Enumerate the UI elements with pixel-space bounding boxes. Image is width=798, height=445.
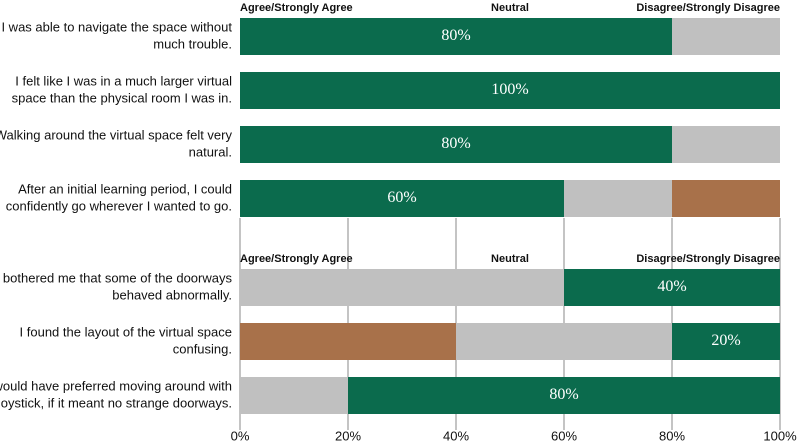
legend-entry: Agree/Strongly Agree xyxy=(240,253,353,265)
category-label: I would have preferred moving around wit… xyxy=(0,378,232,393)
bar-segment xyxy=(348,377,780,414)
category-label: It bothered me that some of the doorways xyxy=(0,270,232,285)
bar-segment xyxy=(564,180,672,217)
category-label: I felt like I was in a much larger virtu… xyxy=(15,73,232,88)
bar-segment xyxy=(564,269,780,306)
data-label: 100% xyxy=(491,81,528,98)
category-label: behaved abnormally. xyxy=(112,287,232,302)
x-tick-label: 0% xyxy=(231,428,250,443)
bar-segment xyxy=(672,323,780,360)
bar-segment xyxy=(240,323,456,360)
bar-segment xyxy=(672,180,780,217)
x-tick-label: 40% xyxy=(443,428,469,443)
bar-segment xyxy=(672,18,780,55)
category-label: natural. xyxy=(189,144,232,159)
legend-entry: Agree/Strongly Agree xyxy=(240,2,353,14)
legend-entry: Disagree/Strongly Disagree xyxy=(636,253,780,265)
category-label: confidently go wherever I wanted to go. xyxy=(6,198,232,213)
category-label: After an initial learning period, I coul… xyxy=(18,181,232,196)
x-tick-label: 60% xyxy=(551,428,577,443)
x-tick-label: 100% xyxy=(763,428,797,443)
x-tick-label: 20% xyxy=(335,428,361,443)
legend-entry: Neutral xyxy=(491,2,529,14)
data-label: 80% xyxy=(441,135,470,152)
category-label: I found the layout of the virtual space xyxy=(20,324,232,339)
bar-segment xyxy=(240,180,564,217)
bar-segment xyxy=(240,126,672,163)
data-label: 40% xyxy=(657,278,686,295)
data-label: 80% xyxy=(549,386,578,403)
category-label: a joystick, if it meant no strange doorw… xyxy=(0,395,232,410)
x-tick-label: 80% xyxy=(659,428,685,443)
legend-entry: Disagree/Strongly Disagree xyxy=(636,2,780,14)
data-label: 60% xyxy=(387,189,416,206)
bar-segment xyxy=(240,18,672,55)
data-label: 20% xyxy=(711,332,740,349)
bar-segment xyxy=(672,126,780,163)
category-label: Walking around the virtual space felt ve… xyxy=(0,127,232,142)
bar-segment xyxy=(240,377,348,414)
category-label: I was able to navigate the space without xyxy=(1,19,232,34)
legend-entry: Neutral xyxy=(491,253,529,265)
category-label: space than the physical room I was in. xyxy=(12,90,232,105)
bar-segment xyxy=(240,269,564,306)
category-label: much trouble. xyxy=(153,36,232,51)
bar-segment xyxy=(456,323,672,360)
category-label: confusing. xyxy=(173,341,232,356)
data-label: 80% xyxy=(441,27,470,44)
bar-segment xyxy=(240,72,780,109)
